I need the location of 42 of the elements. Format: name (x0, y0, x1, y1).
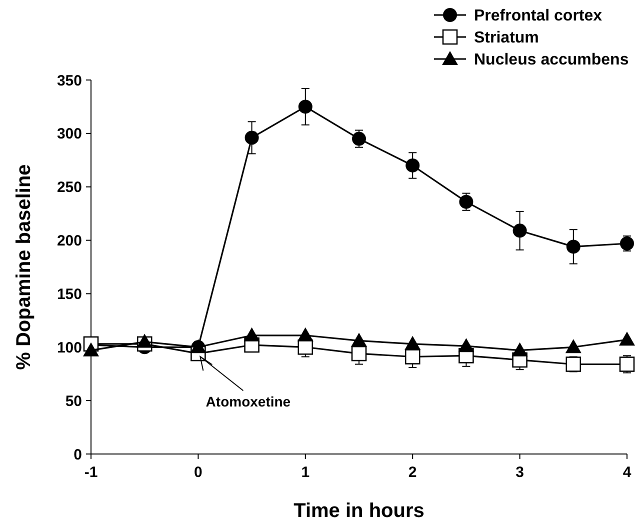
point (620, 236, 634, 250)
y-tick-label: 100 (56, 339, 82, 356)
y-tick-label: 350 (56, 72, 82, 90)
point (512, 342, 528, 356)
point (458, 338, 474, 352)
point (298, 100, 312, 114)
point (619, 332, 635, 346)
y-axis-title: % Dopamine baseline (13, 164, 35, 370)
x-tick-label: 1 (301, 464, 310, 481)
point (404, 336, 421, 350)
y-tick-label: 0 (74, 446, 82, 464)
y-tick-label: 150 (56, 286, 82, 303)
y-tick-label: 250 (56, 179, 82, 196)
point (83, 342, 99, 356)
x-tick-label: -1 (84, 464, 98, 481)
y-tick-label: 50 (65, 392, 82, 410)
x-tick-label: 0 (194, 464, 202, 481)
point (459, 194, 474, 209)
point (406, 158, 420, 172)
point (136, 334, 153, 348)
point (351, 332, 367, 347)
point (404, 349, 420, 364)
x-axis-title: Time in hours (294, 500, 424, 522)
legend-label: Nucleus accumbens (474, 52, 629, 69)
point (619, 356, 635, 372)
x-tick-label: 3 (516, 464, 524, 481)
point (297, 327, 314, 342)
legend-label: Prefrontal cortex (474, 8, 602, 25)
point (566, 356, 582, 372)
annotation: Atomoxetine (206, 394, 291, 410)
point (352, 132, 366, 146)
y-tick-label: 200 (56, 232, 82, 250)
point (351, 346, 367, 362)
x-tick-label: 2 (408, 464, 417, 481)
point (244, 327, 260, 342)
point (565, 339, 582, 354)
x-tick-label: 4 (622, 464, 632, 481)
point (244, 130, 259, 145)
point (566, 240, 580, 254)
y-tick-label: 300 (56, 126, 82, 143)
legend-label: Striatum (474, 30, 539, 47)
point (512, 224, 527, 238)
